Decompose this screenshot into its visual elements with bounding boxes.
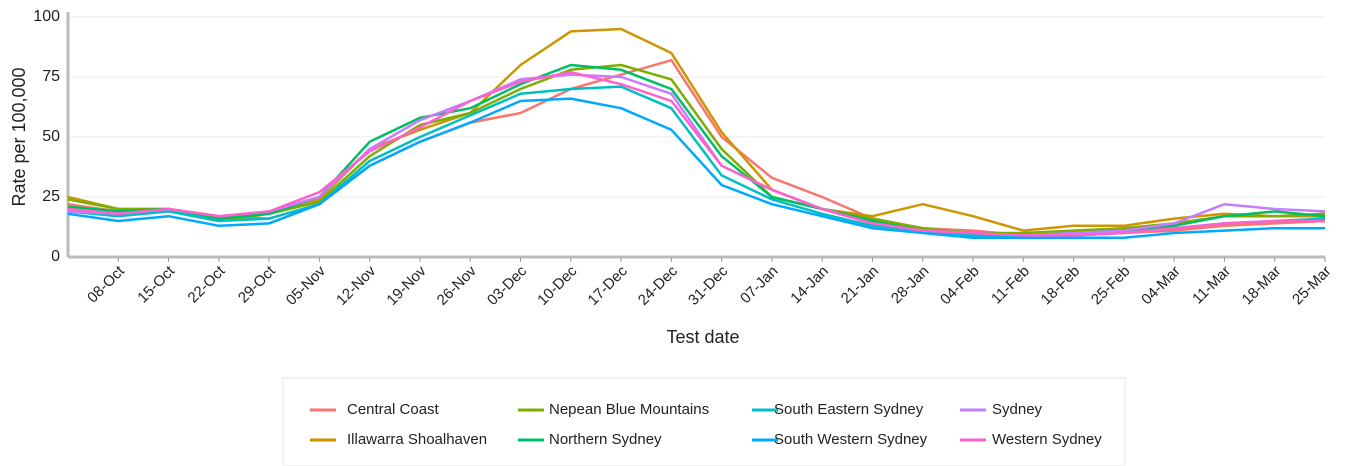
x-tick-label: 24-Dec: [635, 262, 682, 309]
x-tick-label: 04-Feb: [937, 263, 983, 309]
legend-label: Central Coast: [347, 401, 440, 418]
x-tick-label: 05-Nov: [283, 262, 330, 309]
x-tick-label: 26-Nov: [434, 262, 481, 309]
series-line: [67, 63, 1326, 235]
x-tick-label: 19-Nov: [383, 262, 430, 309]
y-axis-title: Rate per 100,000: [9, 67, 29, 206]
x-tick-label: 03-Dec: [484, 262, 531, 309]
series-line: [67, 97, 1325, 240]
legend-label: South Western Sydney: [774, 431, 928, 448]
x-tick-label: 18-Mar: [1239, 263, 1285, 309]
y-tick-label: 50: [42, 128, 60, 145]
legend-label: Nepean Blue Mountains: [549, 401, 709, 418]
legend: [282, 377, 1126, 466]
x-tick-label: 12-Nov: [333, 262, 380, 309]
series-line: [67, 58, 1326, 237]
x-tick-label: 10-Dec: [534, 262, 581, 309]
y-tick-label: 100: [33, 8, 60, 25]
x-tick-label: 25-Feb: [1088, 263, 1134, 309]
y-tick-label: 0: [51, 248, 60, 265]
x-tick-label: 07-Jan: [737, 263, 781, 307]
y-tick-label: 25: [42, 188, 60, 205]
x-tick-label: 22-Oct: [185, 262, 229, 306]
x-tick-label: 08-Oct: [84, 262, 128, 306]
legend-label: Illawarra Shoalhaven: [347, 431, 487, 448]
x-tick-label: 14-Jan: [787, 263, 831, 307]
x-tick-label: 04-Mar: [1138, 263, 1184, 309]
legend-label: Sydney: [992, 401, 1043, 418]
x-tick-label: 21-Jan: [838, 263, 882, 307]
x-tick-label: 11-Feb: [988, 263, 1033, 308]
x-tick-label: 31-Dec: [685, 262, 732, 309]
x-tick-label: 15-Oct: [134, 262, 178, 306]
x-tick-label: 18-Feb: [1038, 263, 1084, 309]
legend-label: Western Sydney: [992, 431, 1102, 448]
x-tick-label: 25-Mar: [1289, 263, 1335, 309]
legend-label: South Eastern Sydney: [774, 401, 924, 418]
x-tick-label: 11-Mar: [1189, 263, 1234, 308]
x-tick-label: 29-Oct: [235, 262, 279, 306]
x-axis-title: Test date: [666, 327, 739, 347]
x-tick-label: 17-Dec: [584, 262, 631, 309]
legend-label: Northern Sydney: [549, 431, 662, 448]
series-line: [67, 70, 1325, 237]
x-tick-label: 28-Jan: [888, 263, 932, 307]
y-tick-label: 75: [42, 68, 60, 85]
